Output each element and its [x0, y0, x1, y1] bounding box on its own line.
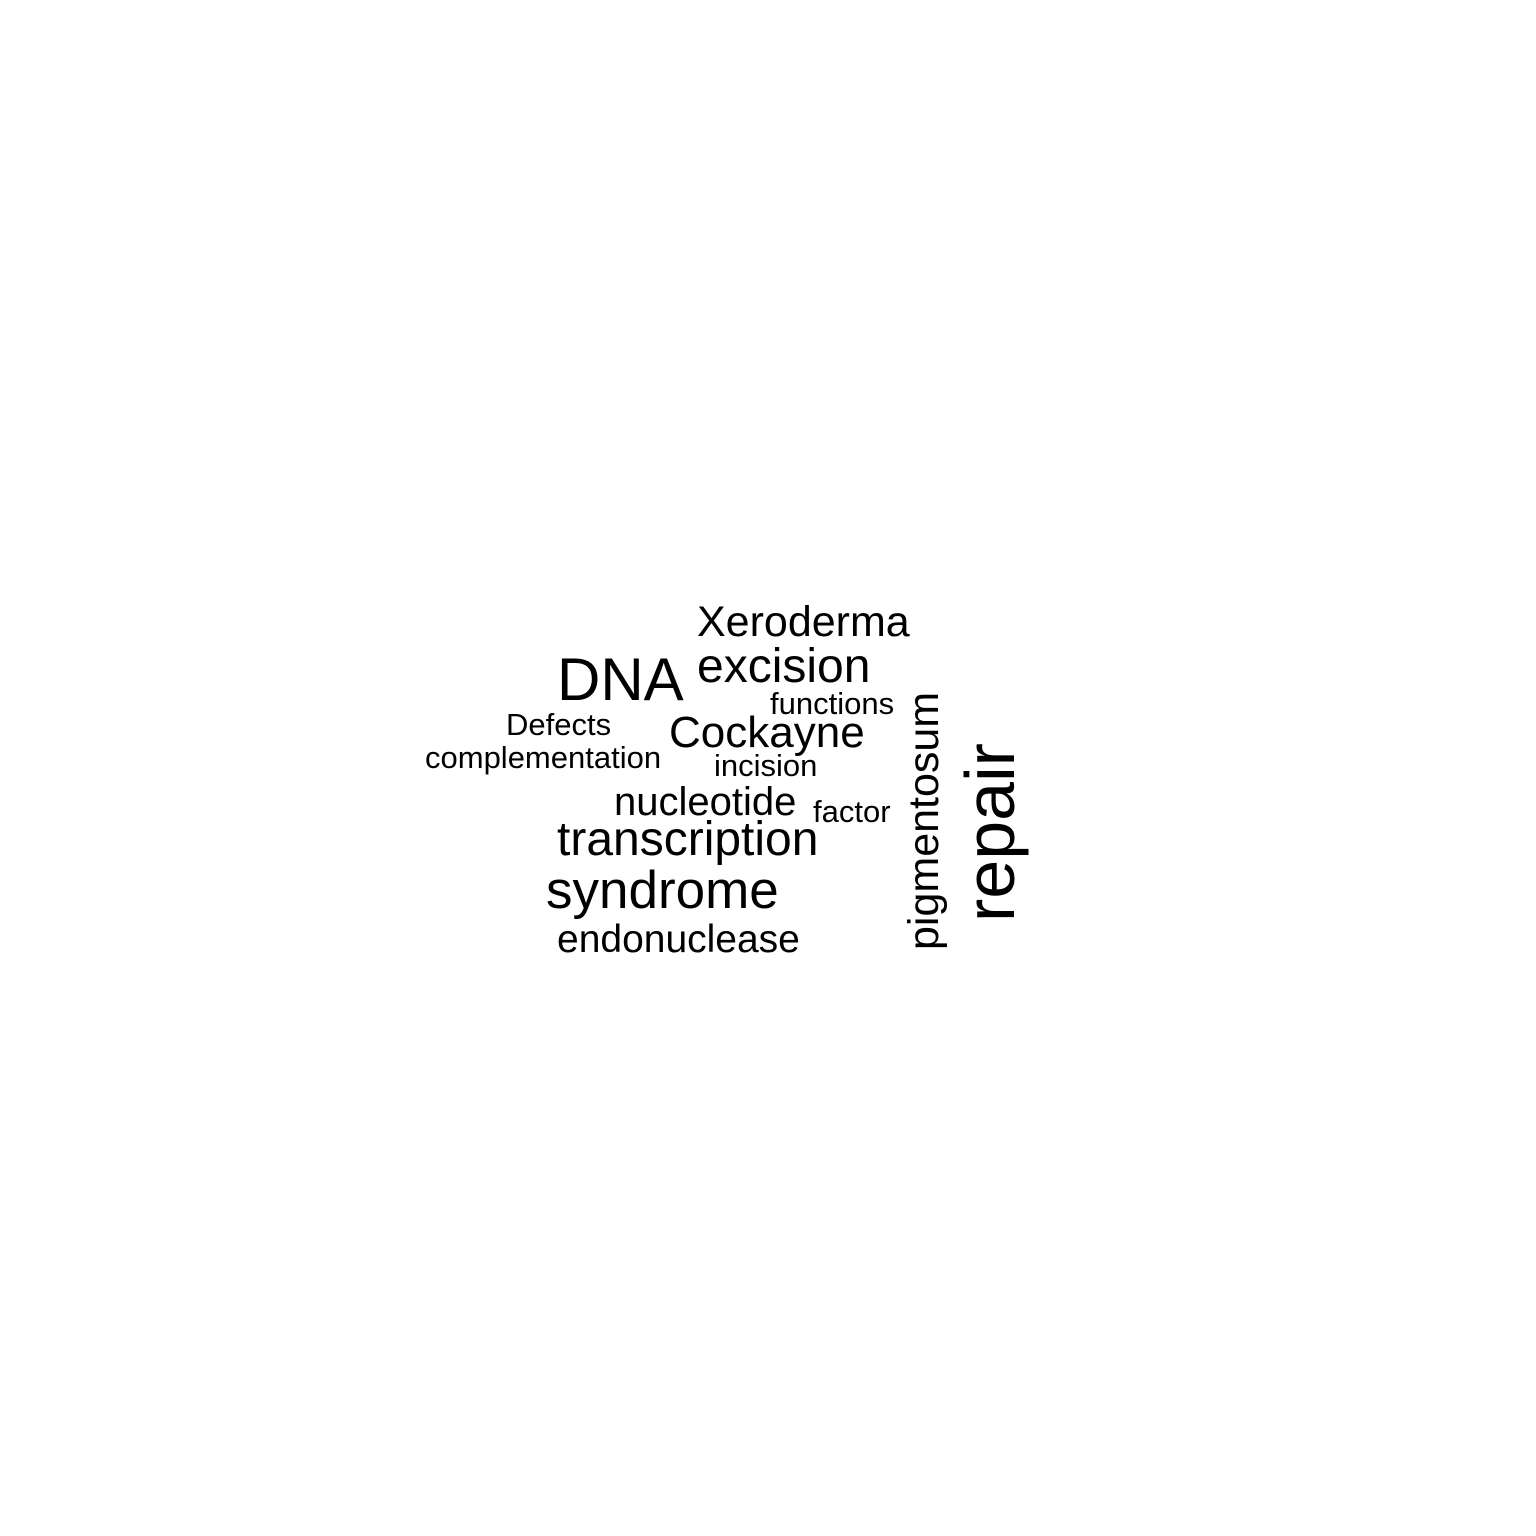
- word-endonuclease: endonuclease: [557, 918, 800, 961]
- word-incision: incision: [714, 748, 818, 783]
- word-functions: functions: [770, 686, 895, 721]
- word-repair: repair: [951, 743, 1029, 922]
- word-pigmentosum: pigmentosum: [900, 691, 948, 950]
- word-excision: excision: [697, 640, 871, 693]
- word-nucleotide: nucleotide: [614, 780, 797, 824]
- word-cockayne: Cockayne: [669, 708, 865, 757]
- word-factor: factor: [813, 794, 891, 829]
- word-transcription: transcription: [557, 813, 819, 866]
- word-dna: DNA: [557, 646, 684, 713]
- word-syndrome: syndrome: [546, 861, 779, 920]
- word-xeroderma: Xeroderma: [697, 598, 910, 646]
- word-defects: Defects: [506, 707, 612, 742]
- word-complementation: complementation: [425, 740, 662, 775]
